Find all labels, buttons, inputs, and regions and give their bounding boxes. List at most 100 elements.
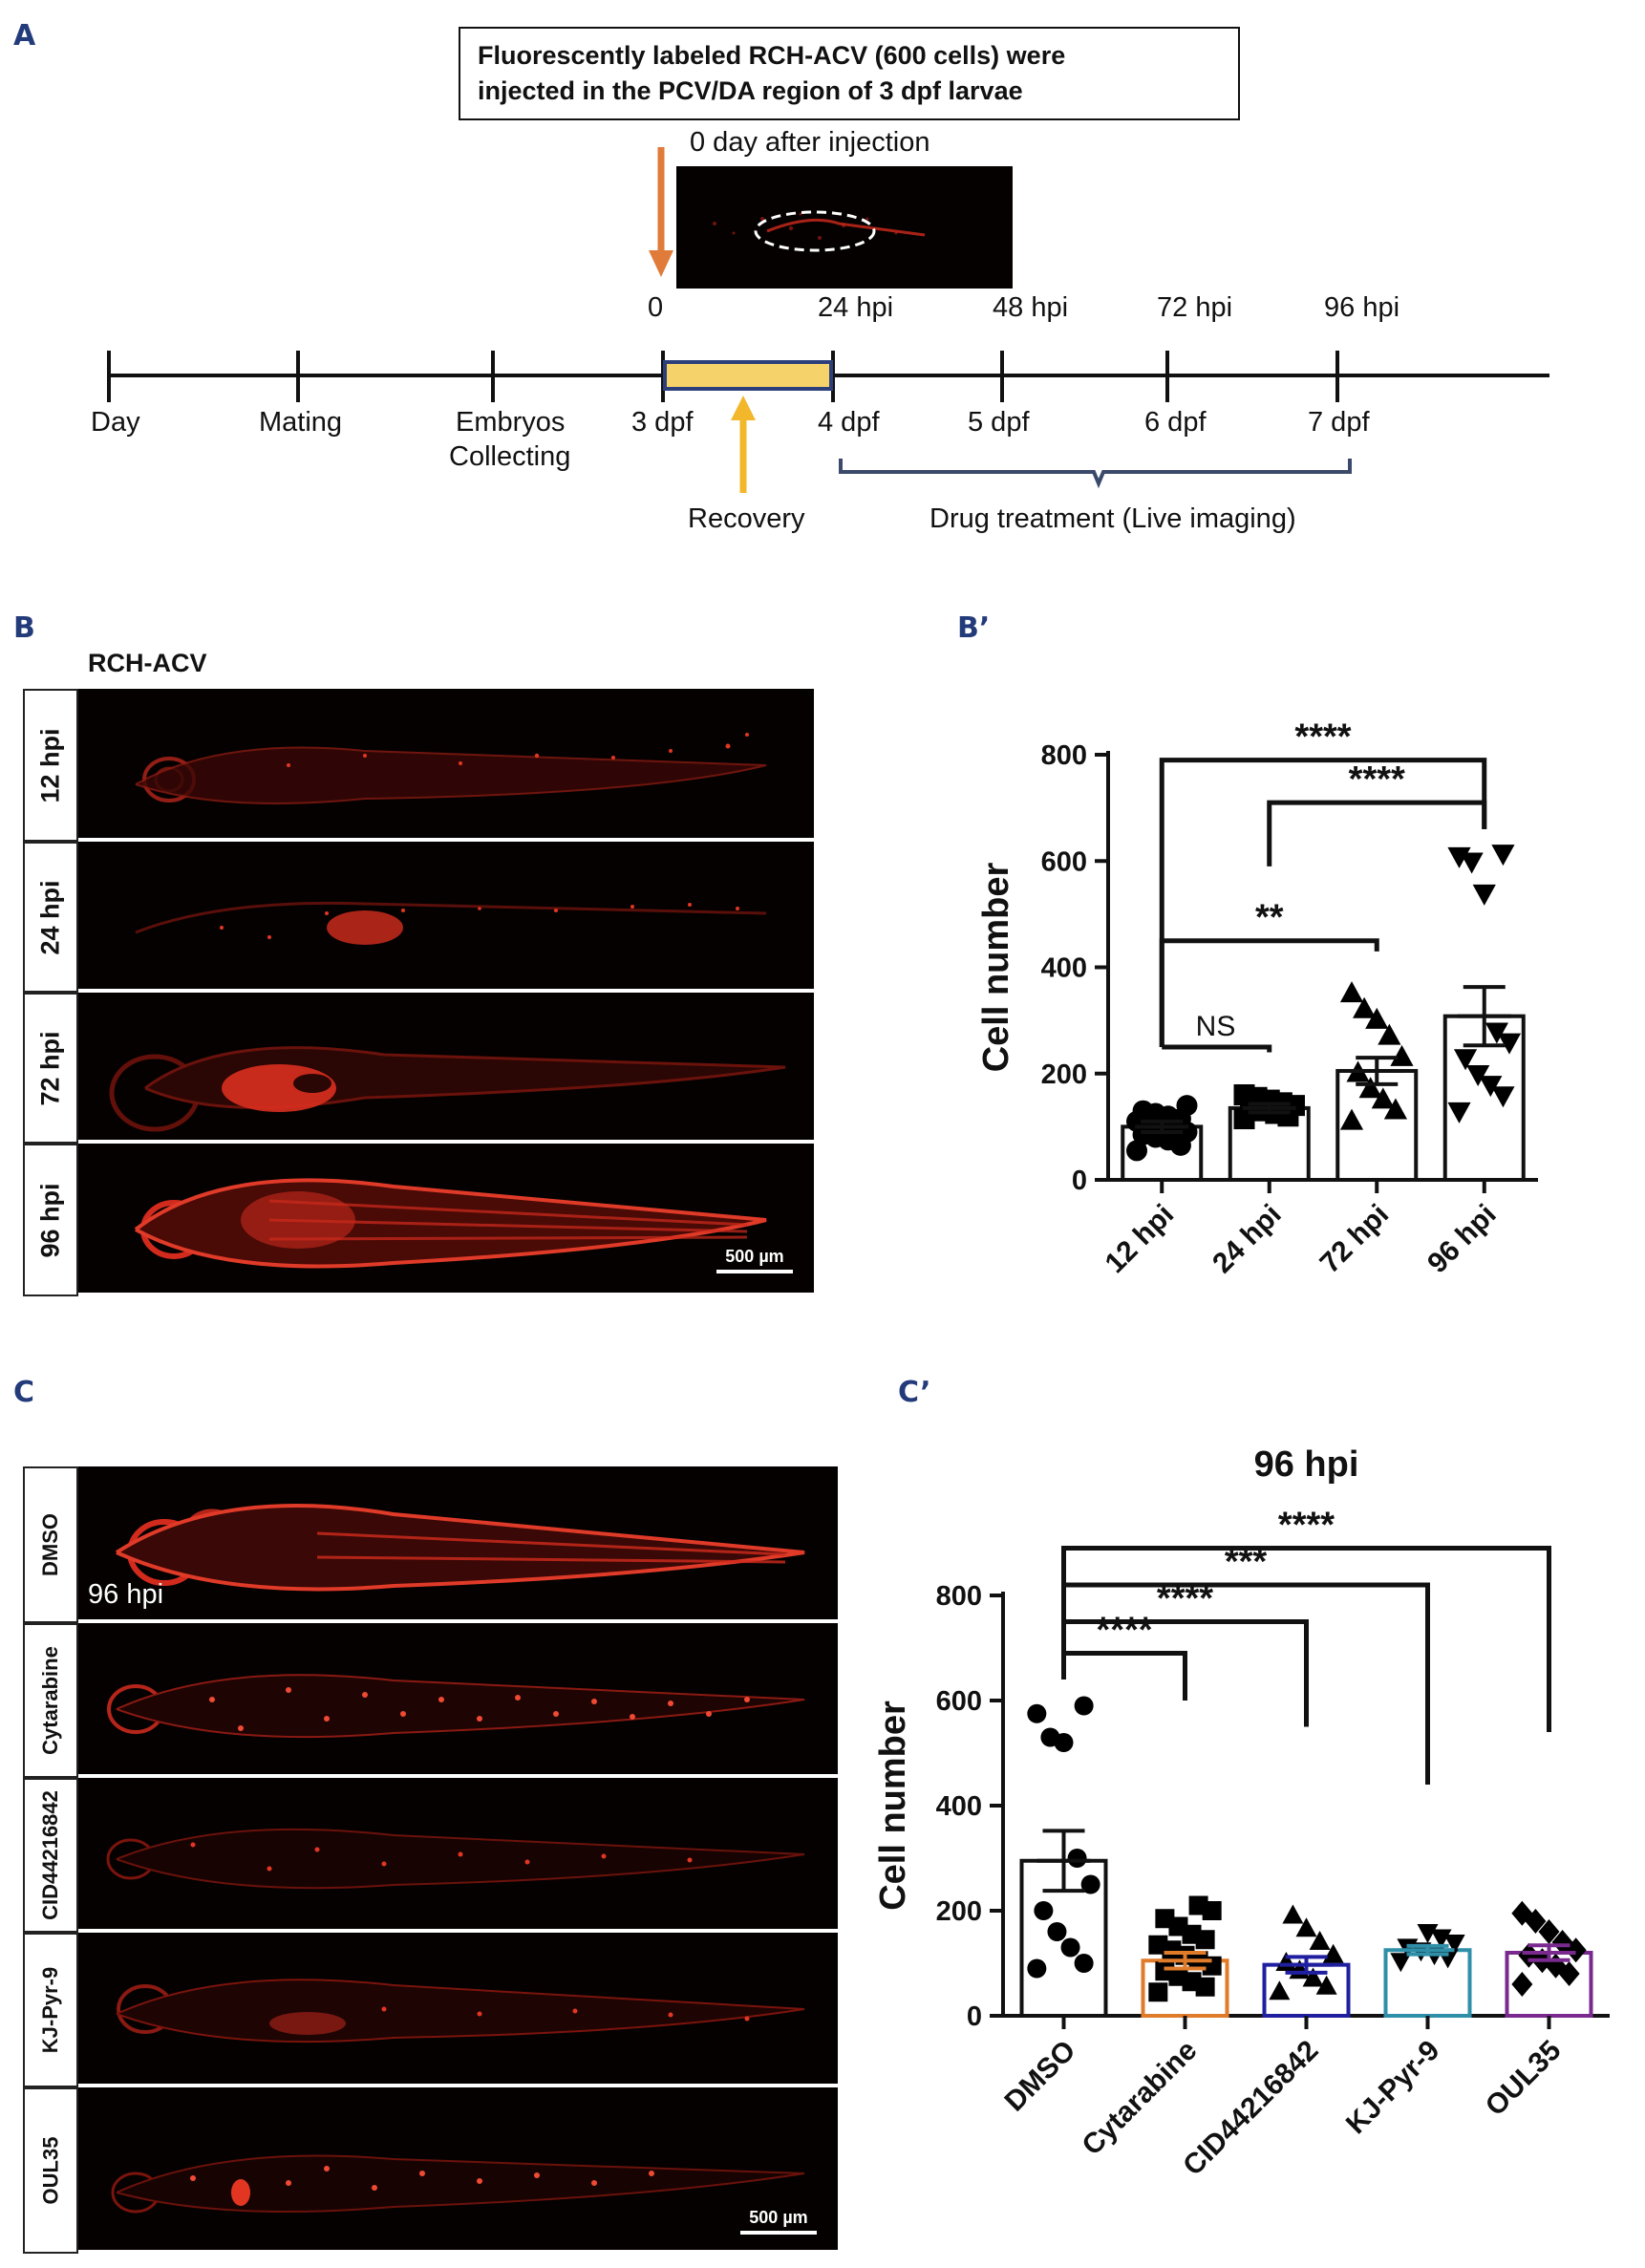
data-point [1309,1931,1331,1950]
data-point [1390,1953,1412,1973]
stage-5dpf: 5 dpf [968,407,1030,438]
row-label-24hpi: 24 hpi [23,842,78,993]
panel-c-image-stack: DMSO 96 hpi Cytarabine CID44216842 KJ-Py… [23,1466,840,2254]
stage-embryos: Embryos [456,407,566,438]
data-point [1148,1982,1168,2002]
y-tick-label: 800 [1041,740,1087,771]
data-point [1132,1100,1154,1122]
cell-line-title: RCH-ACV [88,649,207,677]
data-point [1460,852,1484,874]
y-tick-label: 400 [936,1791,982,1822]
data-point [1074,1954,1094,1973]
data-point [1282,1904,1304,1924]
chart-b-prime: 0 200 400 600 800 Cell number 12 hpi 24 hpi 72 h… [976,717,1538,1280]
data-point [1126,1140,1148,1162]
larva-image-24hpi [78,842,814,989]
scale-bar-c: 500 µm [740,2208,817,2235]
x-tick-label: 12 hpi [1100,1199,1181,1280]
data-point [1485,1022,1508,1044]
significance-label: ** [1255,898,1284,938]
significance-label: **** [1294,717,1351,758]
data-point [1378,1023,1401,1045]
hpi-label-48: 48 hpi [993,292,1069,323]
significance-bracket [1061,1546,1551,1732]
timeline-axis [107,351,1549,402]
x-tick-label: 96 hpi [1421,1199,1503,1280]
data-point [1538,1919,1560,1944]
larva-image-96hpi: 500 µm [78,1144,814,1293]
data-point [1233,1084,1255,1105]
data-point [1067,1849,1087,1868]
data-point [1080,1874,1100,1894]
stage-3dpf: 3 dpf [631,407,694,438]
row-label-cid44216842: CID44216842 [23,1778,78,1933]
stage-mating: Mating [259,407,343,438]
significance-bracket [1159,938,1379,1047]
hpi-label-24: 24 hpi [818,292,894,323]
panel-b-image-stack: 12 hpi 24 hpi 72 hpi 96 hpi [23,689,816,1296]
data-point [1443,1935,1465,1954]
data-point [1155,1909,1175,1929]
y-tick-label: 0 [967,2001,982,2032]
y-tick-label: 200 [936,1896,982,1927]
significance-label: **** [1096,1611,1152,1651]
significance-bracket [1159,758,1487,1047]
stage-7dpf: 7 dpf [1308,407,1370,438]
data-point [1322,1943,1344,1963]
significance-label: **** [1349,760,1405,800]
data-point [1383,1098,1408,1120]
x-tick-label: OUL35 [1480,2035,1568,2123]
data-point [1339,1108,1364,1130]
box-line-2: injected in the PCV/DA region of 3 dpf l… [478,76,1023,105]
significance-label: **** [1278,1506,1335,1546]
injection-arrow-icon [649,147,673,277]
data-point [1479,1076,1503,1098]
data-point [1525,1909,1547,1934]
row-label-12hpi: 12 hpi [23,689,78,842]
data-point [1511,1900,1533,1926]
row-label-dmso: DMSO [23,1466,78,1623]
stage-4dpf: 4 dpf [818,407,880,438]
significance-bracket [1061,1582,1430,1785]
hpi-label-96: 96 hpi [1324,292,1400,323]
larva-image-cytarabine [78,1623,838,1774]
significance-bracket [1267,800,1487,867]
data-point [1358,1077,1382,1099]
y-tick-label: 800 [936,1581,982,1612]
data-point [1188,1895,1208,1915]
recovery-bar [663,360,833,391]
data-point [1430,1929,1452,1949]
data-point [1491,845,1515,867]
x-tick-label: 72 hpi [1314,1199,1396,1280]
data-point [1155,1961,1175,1981]
larva-image-12hpi [78,689,814,838]
injection-inset-image [676,166,1013,289]
x-tick-label: DMSO [998,2035,1081,2118]
x-tick-label: KJ-Pyr-9 [1340,2035,1446,2141]
box-line-1: Fluorescently labeled RCH-ACV (600 cells… [478,41,1066,70]
row-label-kj-pyr-9: KJ-Pyr-9 [23,1933,78,2087]
row-label-cytarabine: Cytarabine [23,1623,78,1778]
row-label-oul35: OUL35 [23,2087,78,2254]
data-point [1551,1930,1573,1955]
data-point [1447,1102,1471,1123]
chart-c-prime: 96 hpi 0 200 400 600 800 Cell number DMSOCytara… [873,1444,1610,2182]
data-point [1302,1967,1324,1987]
overlay-96hpi: 96 hpi [88,1579,164,1610]
data-point [1371,1087,1395,1109]
recovery-arrow-icon [731,396,756,493]
injection-description-box: Fluorescently labeled RCH-ACV (600 cells… [459,27,1240,120]
data-point [1034,1901,1054,1920]
data-point [1027,1958,1047,1979]
y-tick-label: 400 [1041,953,1087,984]
significance-bracket [1061,1651,1187,1701]
y-axis-label: Cell number [976,862,1016,1072]
scale-bar-b: 500 µm [716,1247,793,1273]
larva-image-oul35: 500 µm [78,2087,838,2250]
data-point [1511,1972,1533,1997]
data-point [1497,1033,1522,1055]
y-tick-label: 200 [1041,1059,1087,1090]
data-point [1040,1727,1060,1747]
data-point [1339,981,1364,1003]
recovery-label: Recovery [688,503,805,534]
